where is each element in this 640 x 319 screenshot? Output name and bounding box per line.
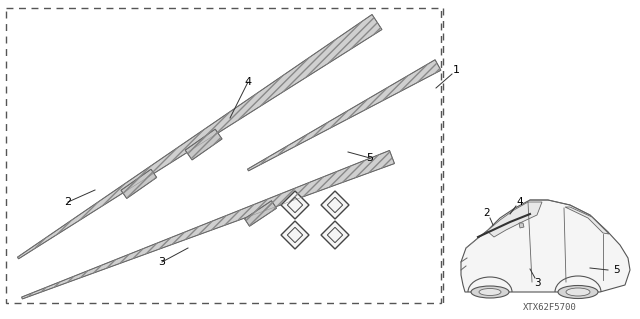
Polygon shape [321, 221, 349, 249]
Ellipse shape [471, 286, 509, 298]
Polygon shape [565, 207, 609, 234]
Ellipse shape [479, 288, 501, 295]
Text: 5: 5 [614, 265, 620, 275]
Polygon shape [22, 151, 394, 299]
Polygon shape [281, 191, 309, 219]
Polygon shape [487, 202, 542, 237]
Text: 2: 2 [484, 208, 490, 218]
Text: 1: 1 [452, 65, 460, 75]
Polygon shape [281, 221, 309, 249]
Polygon shape [17, 14, 382, 259]
Polygon shape [519, 223, 524, 228]
Polygon shape [461, 200, 630, 292]
Text: 5: 5 [367, 153, 374, 163]
Polygon shape [321, 191, 349, 219]
Text: XTX62F5700: XTX62F5700 [523, 303, 577, 313]
Polygon shape [121, 169, 157, 198]
Bar [6, 8, 441, 303]
Ellipse shape [558, 286, 598, 299]
Text: 2: 2 [65, 197, 72, 207]
Ellipse shape [566, 288, 590, 296]
Text: 3: 3 [159, 257, 166, 267]
Text: 4: 4 [516, 197, 524, 207]
Text: 3: 3 [534, 278, 540, 288]
Polygon shape [185, 129, 222, 160]
Polygon shape [470, 265, 600, 273]
Polygon shape [248, 60, 441, 171]
Text: 4: 4 [244, 77, 252, 87]
Polygon shape [244, 201, 276, 226]
